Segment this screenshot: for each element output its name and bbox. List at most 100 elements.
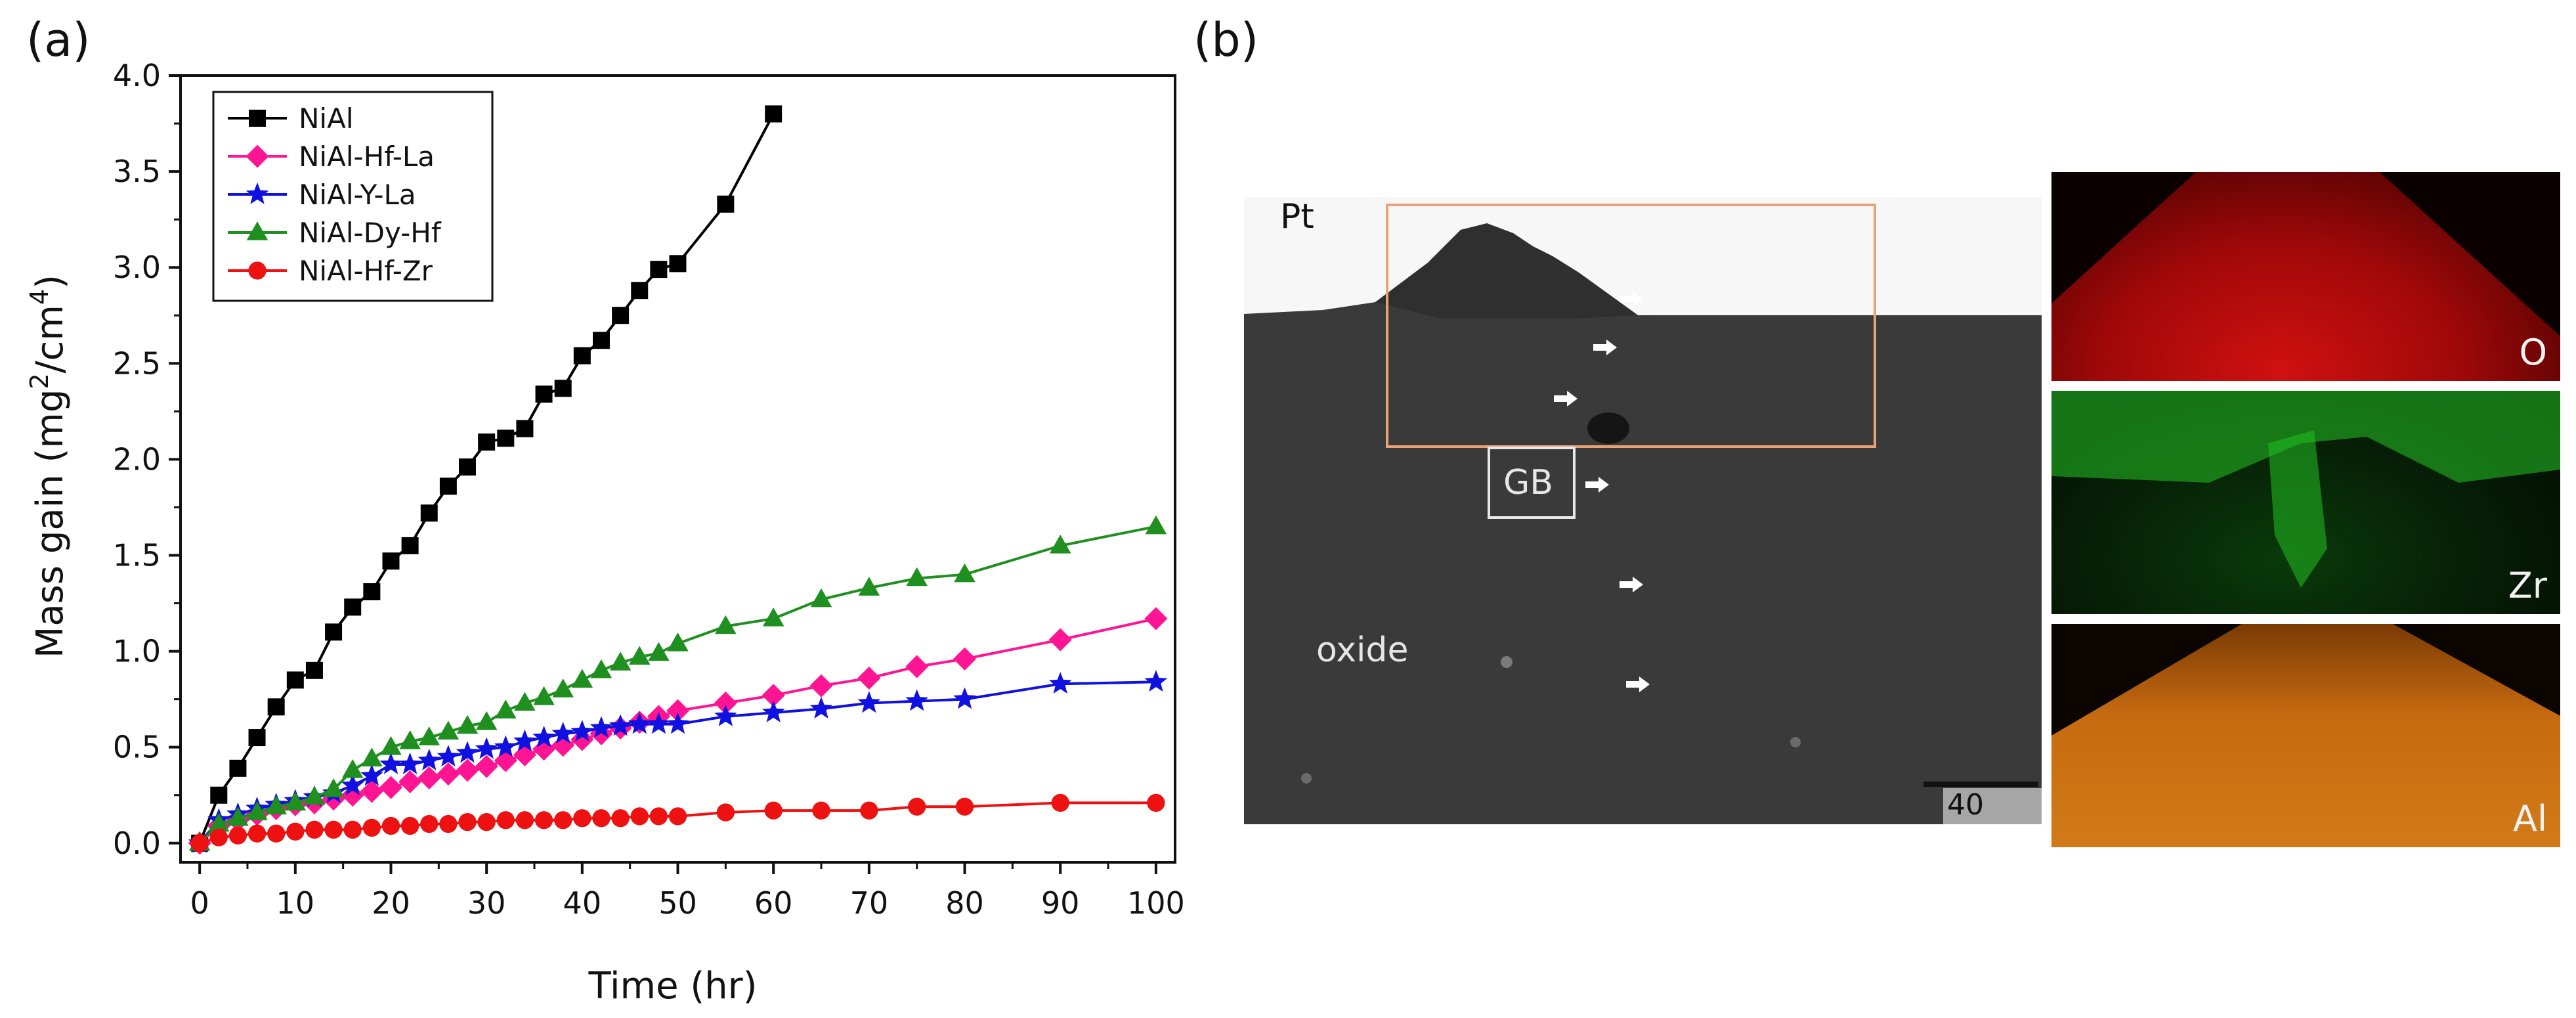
data-point — [456, 759, 479, 782]
series-line — [198, 113, 775, 844]
data-point — [857, 691, 881, 713]
data-point — [551, 722, 574, 743]
data-point — [477, 812, 496, 831]
data-point — [592, 809, 611, 828]
data-point — [611, 809, 630, 828]
data-point — [1144, 607, 1168, 631]
data-point — [666, 699, 690, 722]
axes-layer: 0 10 20 30 40 50 60 70 80 90 100 0.0 0.5 1.0 1.5 2.0 2.5… — [113, 58, 1185, 921]
legend-label: NiAl — [299, 102, 354, 135]
data-point — [762, 684, 785, 707]
eds-map-o-label: O — [2519, 332, 2547, 373]
data-point — [248, 729, 266, 747]
data-point — [533, 686, 555, 705]
arrow-icon — [1620, 577, 1643, 592]
data-point — [514, 692, 536, 711]
data-point — [1144, 670, 1168, 692]
scale-bar — [1923, 782, 2038, 787]
data-point — [210, 786, 228, 804]
data-point — [398, 752, 421, 774]
y-tick-label: 3.0 — [113, 250, 161, 285]
data-point — [379, 752, 402, 774]
x-tick-label: 80 — [945, 885, 984, 921]
data-point — [647, 712, 670, 734]
data-point — [714, 691, 737, 715]
data-point — [497, 430, 515, 447]
label-pt: Pt — [1280, 197, 1314, 236]
data-point — [570, 720, 594, 741]
data-point — [305, 820, 324, 839]
data-point — [860, 801, 878, 820]
data-point — [398, 770, 422, 793]
data-point — [418, 766, 441, 789]
bright-spot-3 — [1301, 773, 1312, 784]
data-point — [666, 712, 689, 734]
eds-map-o: O — [2051, 172, 2560, 381]
data-point — [437, 763, 460, 786]
data-point — [344, 598, 362, 616]
arrow-icon — [1593, 340, 1617, 355]
mass-gain-chart: 0 10 20 30 40 50 60 70 80 90 100 0.0 0.5 1.0 1.5 2.0 2.5… — [25, 58, 1185, 1007]
series-NiAl-Hf-Zr — [190, 793, 1165, 852]
bright-spot-2 — [1790, 737, 1801, 747]
data-point — [1049, 534, 1071, 554]
data-point — [669, 255, 687, 273]
series-line — [198, 525, 1157, 845]
data-point — [456, 741, 479, 763]
legend-item: NiAl-Y-La — [228, 179, 416, 211]
data-point — [762, 700, 785, 722]
data-point — [552, 678, 574, 697]
oxide-surface — [1244, 223, 2042, 824]
y-axis-label: Mass gain (mg2/cm4) — [25, 275, 72, 658]
data-point — [1048, 672, 1072, 694]
data-point — [437, 720, 460, 740]
y-tick-label: 2.5 — [113, 345, 161, 381]
legend-item: NiAl-Hf-Zr — [228, 255, 433, 287]
dark-particle — [1587, 412, 1629, 444]
y-tick-label: 3.5 — [113, 154, 161, 189]
data-point — [284, 791, 307, 811]
data-point — [955, 797, 974, 816]
data-point — [612, 307, 630, 324]
y-tick-label: 1.0 — [113, 634, 161, 669]
data-point — [810, 588, 832, 608]
data-point — [401, 537, 419, 554]
arrow-icon — [1626, 676, 1650, 692]
y-tick-label: 1.5 — [113, 537, 161, 573]
data-point — [812, 801, 830, 820]
eds-map-al: Al — [2051, 624, 2560, 847]
data-point — [382, 552, 400, 570]
data-point — [630, 807, 649, 826]
data-point — [439, 814, 458, 833]
panel-label-b: (b) — [1193, 13, 1259, 67]
data-point — [532, 725, 555, 747]
data-point — [908, 797, 926, 816]
data-point — [495, 699, 517, 719]
data-point — [437, 745, 460, 766]
data-point — [400, 816, 419, 835]
data-point — [247, 824, 267, 843]
data-point — [631, 282, 649, 299]
data-point — [361, 747, 383, 766]
gb-arrows — [1554, 291, 1650, 692]
x-tick-label: 70 — [850, 885, 889, 921]
legend-label: NiAl-Y-La — [299, 179, 416, 211]
data-point — [717, 195, 735, 213]
data-point — [571, 669, 593, 688]
oxide-cap — [1375, 223, 1638, 319]
series-layer — [188, 105, 1168, 855]
data-point — [456, 715, 479, 734]
x-tick-label: 50 — [658, 885, 697, 921]
data-point — [592, 332, 610, 349]
data-point — [379, 776, 403, 799]
data-point — [1147, 793, 1165, 812]
data-point — [953, 687, 976, 709]
data-point — [628, 712, 651, 734]
data-point — [267, 824, 286, 843]
data-point — [420, 504, 438, 522]
data-point — [905, 655, 929, 678]
y-tick-label: 0.5 — [113, 730, 161, 765]
data-point — [1051, 793, 1069, 812]
data-point — [513, 729, 536, 751]
data-point — [953, 647, 977, 671]
